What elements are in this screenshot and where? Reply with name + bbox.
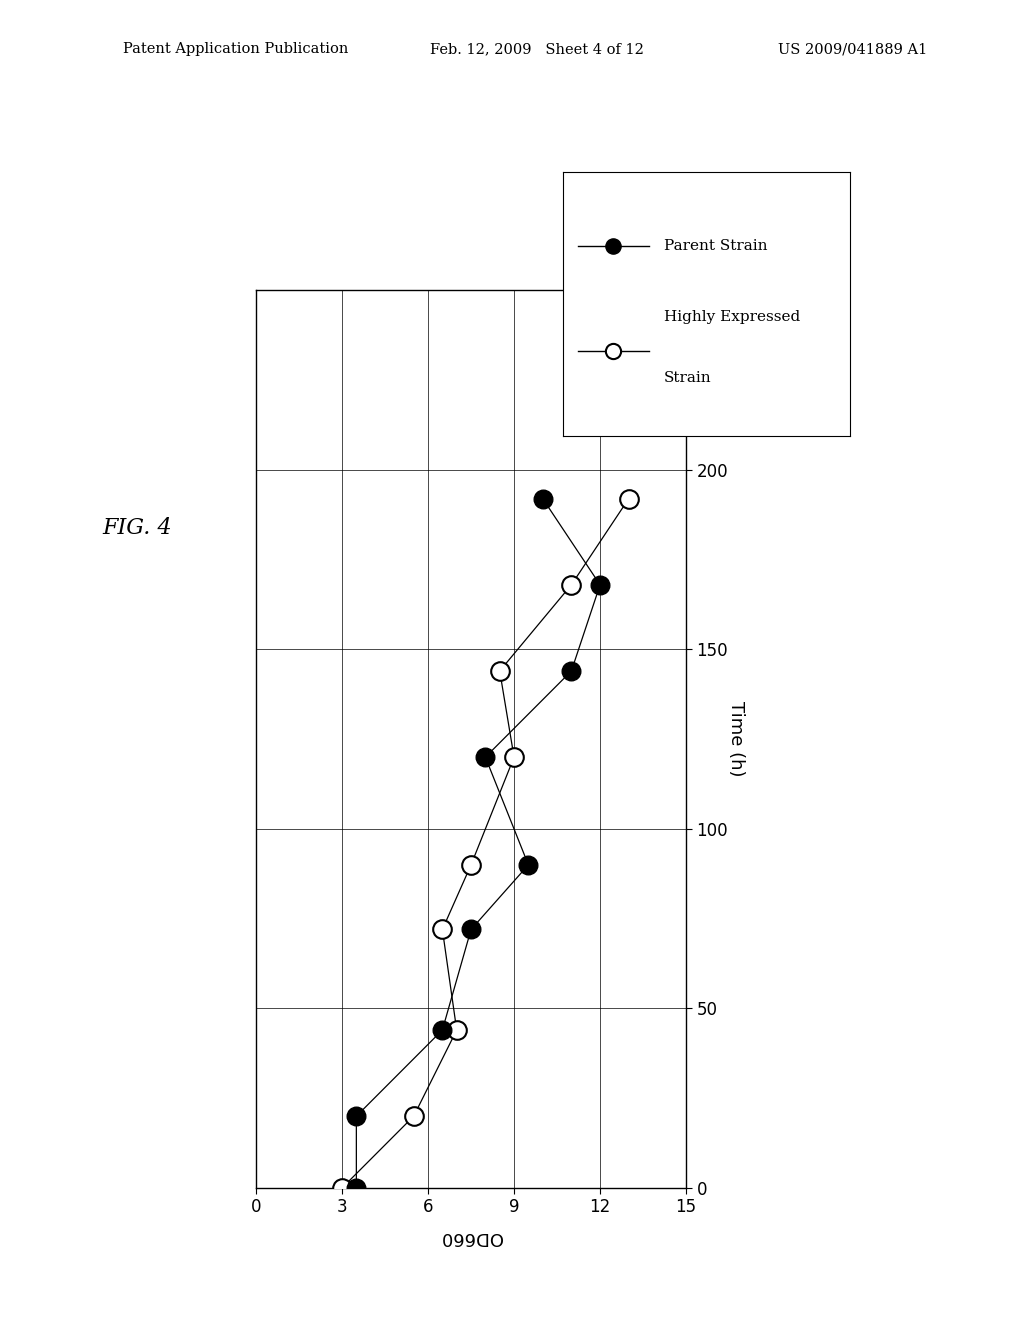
Point [506, 747, 522, 768]
Text: Parent Strain: Parent Strain [664, 239, 767, 252]
Point [334, 1177, 350, 1199]
Point [477, 747, 494, 768]
Point [520, 854, 537, 875]
Point [434, 1019, 451, 1040]
Text: US 2009/041889 A1: US 2009/041889 A1 [778, 42, 928, 57]
Text: Feb. 12, 2009   Sheet 4 of 12: Feb. 12, 2009 Sheet 4 of 12 [430, 42, 644, 57]
Point [492, 660, 508, 681]
Point [605, 341, 622, 362]
Point [535, 488, 551, 510]
Point [563, 574, 580, 595]
Point [621, 488, 637, 510]
Point [449, 1019, 465, 1040]
Point [463, 854, 479, 875]
Text: Patent Application Publication: Patent Application Publication [123, 42, 348, 57]
Point [406, 1106, 422, 1127]
Point [592, 574, 608, 595]
Point [348, 1177, 365, 1199]
Point [434, 919, 451, 940]
Point [463, 919, 479, 940]
Point [348, 1106, 365, 1127]
Text: FIG. 4: FIG. 4 [102, 517, 172, 539]
X-axis label: OD660: OD660 [440, 1228, 502, 1246]
Text: Highly Expressed: Highly Expressed [664, 310, 800, 323]
Text: Strain: Strain [664, 371, 712, 384]
Point [563, 660, 580, 681]
Y-axis label: Time (h): Time (h) [727, 701, 744, 777]
Point [605, 235, 622, 256]
